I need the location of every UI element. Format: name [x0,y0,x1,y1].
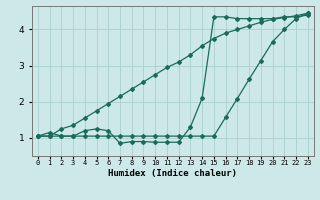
X-axis label: Humidex (Indice chaleur): Humidex (Indice chaleur) [108,169,237,178]
